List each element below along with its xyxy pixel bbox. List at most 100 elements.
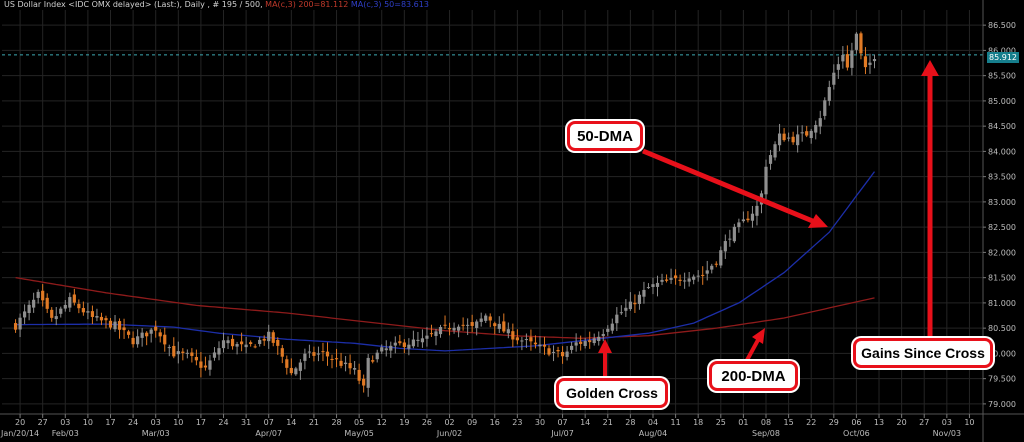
candle-body [854, 33, 859, 50]
x-month-label: Aug/04 [639, 429, 668, 438]
candle-body [343, 362, 348, 365]
x-tick-label: 17 [105, 418, 115, 427]
candle-body [276, 339, 280, 346]
candle-body [217, 348, 221, 355]
candle-body [126, 331, 131, 335]
candle-body [637, 294, 642, 304]
candle-body [176, 351, 180, 355]
candle-body [624, 307, 628, 311]
x-tick-label: 28 [331, 418, 341, 427]
candle-body [497, 323, 501, 329]
candle-body [488, 316, 492, 321]
y-tick-label: 86.500 [988, 21, 1016, 30]
two-hundred-dma-callout: 200-DMA [709, 361, 798, 391]
gains-since-cross-callout: Gains Since Cross [853, 338, 993, 368]
y-tick-label: 84.500 [988, 122, 1016, 131]
candle-body [791, 136, 795, 143]
candle-body [633, 302, 637, 305]
x-tick-label: 26 [422, 418, 432, 427]
candle-body [796, 134, 800, 146]
candle-body [230, 338, 235, 347]
candle-body [199, 361, 203, 368]
candle-body [172, 345, 176, 357]
x-tick-label: 17 [196, 418, 206, 427]
x-tick-label: 16 [490, 418, 500, 427]
y-tick-label: 85.000 [988, 97, 1016, 106]
candle-body [63, 304, 67, 309]
candle-body [181, 351, 185, 353]
x-tick-label: 10 [964, 418, 974, 427]
x-tick-label: 29 [829, 418, 839, 427]
x-tick-label: 18 [693, 418, 703, 427]
candle-body [389, 345, 393, 351]
x-tick-label: 20 [15, 418, 25, 427]
y-tick-label: 82.000 [988, 248, 1016, 257]
candle-body [755, 205, 759, 216]
candle-body [597, 336, 601, 342]
x-tick-label: 03 [60, 418, 70, 427]
x-tick-label: 09 [467, 418, 477, 427]
candle-body [583, 341, 587, 346]
candle-body [425, 335, 429, 339]
candle-body [72, 294, 76, 303]
x-tick-label: 30 [535, 418, 545, 427]
candle-body [628, 301, 632, 310]
candle-body [154, 326, 158, 331]
two-hundred-dma-arrow-head [752, 328, 765, 344]
y-tick-label: 79.000 [988, 400, 1016, 409]
candle-body [384, 348, 388, 351]
candle-body [163, 334, 167, 345]
candle-body [59, 308, 63, 314]
x-tick-label: 10 [83, 418, 93, 427]
candle-body [529, 337, 533, 342]
x-month-label: Sep/08 [752, 429, 780, 438]
candle-body [113, 321, 117, 330]
candle-body [660, 279, 664, 282]
candle-body [859, 33, 863, 54]
candle-body [452, 327, 456, 331]
candle-body [872, 59, 877, 62]
candle-body [244, 344, 248, 348]
candle-body [461, 324, 465, 326]
x-tick-label: 03 [151, 418, 161, 427]
x-tick-label: 14 [286, 418, 296, 427]
candle-body [610, 323, 614, 331]
candle-body [357, 369, 361, 381]
candle-body [307, 351, 312, 353]
candle-body [601, 333, 605, 337]
candle-body [723, 241, 727, 252]
candle-body [258, 339, 262, 344]
x-tick-label: 13 [874, 418, 884, 427]
candle-body [484, 315, 488, 321]
candle-body [99, 316, 104, 321]
candle-body [190, 352, 194, 356]
x-tick-label: 15 [784, 418, 794, 427]
candle-body [565, 351, 569, 357]
y-tick-label: 85.500 [988, 72, 1016, 81]
candle-body [547, 348, 551, 355]
candle-body [221, 340, 226, 349]
x-tick-label: 02 [444, 418, 454, 427]
candle-body [438, 327, 443, 335]
candle-body [298, 362, 302, 371]
candle-body [701, 274, 705, 276]
candle-body [122, 327, 126, 331]
candle-body [398, 341, 402, 344]
candle-body [41, 290, 45, 301]
candle-body [809, 130, 813, 139]
candle-body [732, 226, 736, 242]
candle-body [669, 278, 673, 280]
candle-body [502, 321, 506, 332]
candle-body [592, 338, 596, 344]
ma200-legend: MA(c,3) 200=81.112 [265, 0, 349, 9]
x-month-label: May/05 [344, 429, 373, 438]
candle-body [506, 329, 510, 334]
candle-body [728, 238, 732, 240]
candle-body [330, 358, 334, 360]
candle-body [68, 297, 72, 308]
candle-body [285, 359, 289, 368]
candle-body [149, 329, 153, 334]
candle-body [696, 275, 700, 277]
